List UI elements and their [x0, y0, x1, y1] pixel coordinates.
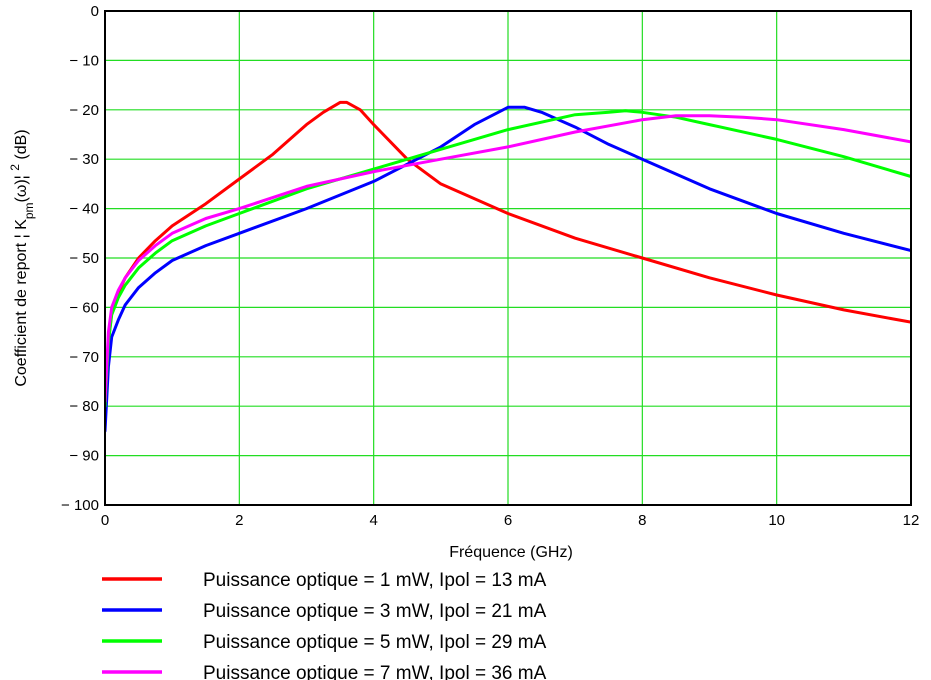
x-tick-label: 2 [235, 512, 243, 529]
legend-label-4: Puissance optique = 7 mW, Ipol = 36 mA [203, 663, 547, 680]
y-tick-label: − 100 [61, 497, 99, 514]
legend: Puissance optique = 1 mW, Ipol = 13 mA Pu… [102, 570, 547, 680]
y-tick-label: − 90 [69, 448, 99, 465]
x-tick-label: 4 [369, 512, 377, 529]
y-axis-label-subscript: pm [22, 202, 36, 219]
y-axis-label-superscript: 2 [8, 164, 22, 171]
y-axis-label: Coefficient de report ¦ Kpm(ω)¦ 2 (dB) [8, 129, 36, 386]
y-axis-label-part-1: Coefficient de report ¦ K [13, 219, 30, 387]
y-tick-label: − 20 [69, 102, 99, 119]
y-tick-label: − 80 [69, 398, 99, 415]
plot-frame [104, 10, 912, 506]
y-tick-label: 0 [91, 3, 99, 20]
legend-label-2: Puissance optique = 3 mW, Ipol = 21 mA [203, 601, 547, 622]
y-axis-ticks: 0 − 10 − 20 − 30 − 40 − 50 − 60 − 70 − 80 − 90 − 1… [61, 3, 99, 514]
series-line-3 [105, 109, 911, 408]
x-tick-label: 6 [504, 512, 512, 529]
y-tick-label: − 30 [69, 151, 99, 168]
x-tick-label: 12 [903, 512, 920, 529]
y-tick-label: − 60 [69, 299, 99, 316]
series-line-4 [105, 114, 911, 403]
x-axis-ticks: 0 2 4 6 8 10 12 [101, 512, 920, 529]
legend-label-1: Puissance optique = 1 mW, Ipol = 13 mA [203, 570, 547, 591]
x-tick-label: 0 [101, 512, 109, 529]
y-tick-label: − 70 [69, 349, 99, 366]
y-tick-label: − 50 [69, 250, 99, 267]
x-axis-label: Fréquence (GHz) [449, 544, 573, 561]
series-lines [105, 100, 911, 433]
x-tick-label: 10 [768, 512, 785, 529]
y-tick-label: − 40 [69, 201, 99, 218]
y-axis-label-part-2: (ω)¦ [13, 171, 30, 203]
x-tick-label: 8 [638, 512, 646, 529]
legend-label-3: Puissance optique = 5 mW, Ipol = 29 mA [203, 632, 547, 653]
y-tick-label: − 10 [69, 52, 99, 69]
y-axis-label-part-3: (dB) [13, 129, 30, 164]
